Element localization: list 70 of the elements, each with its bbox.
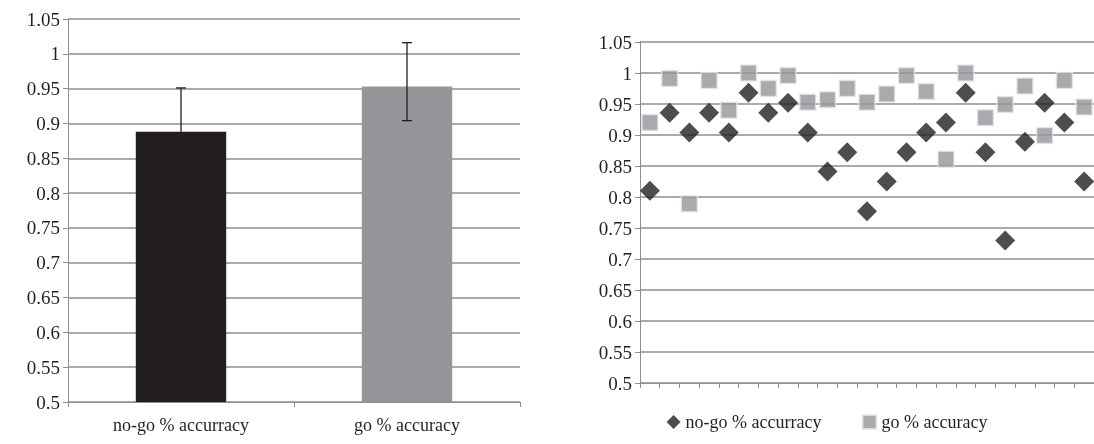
point <box>876 171 897 192</box>
point <box>1014 131 1035 152</box>
point <box>897 66 916 85</box>
y-tick-label: 0.9 <box>608 124 632 146</box>
y-tick-label: 0.5 <box>608 372 632 394</box>
y-tick-label: 0.95 <box>598 93 632 115</box>
y-tick-label: 0.85 <box>26 147 60 169</box>
y-tick-label: 1.05 <box>598 31 632 53</box>
y-tick-label: 0.55 <box>598 341 632 363</box>
point <box>996 95 1014 114</box>
point <box>837 142 858 163</box>
y-tick-label: 1.05 <box>26 8 60 30</box>
point <box>679 122 700 143</box>
point <box>680 195 699 213</box>
point <box>1034 92 1055 113</box>
point <box>858 93 876 111</box>
point <box>956 64 975 82</box>
point <box>1074 171 1094 192</box>
point <box>1054 112 1075 133</box>
point <box>817 161 838 182</box>
point <box>857 201 877 222</box>
point <box>700 71 718 90</box>
y-tick-label: 0.85 <box>598 155 632 177</box>
point <box>937 150 955 168</box>
point <box>877 85 896 103</box>
y-tick-label: 0.75 <box>598 217 632 239</box>
y-tick-label: 0.8 <box>608 186 632 208</box>
y-tick-label: 0.55 <box>26 356 60 378</box>
point <box>778 92 799 113</box>
y-tick-label: 0.7 <box>36 252 60 274</box>
y-tick-label: 0.75 <box>26 217 60 239</box>
point <box>639 180 660 201</box>
point <box>738 82 759 103</box>
point <box>758 102 779 123</box>
point <box>718 122 739 143</box>
y-tick-label: 0.6 <box>608 310 632 332</box>
point <box>759 79 778 98</box>
point <box>720 101 738 119</box>
point <box>818 90 837 109</box>
y-tick-label: 1 <box>622 62 632 84</box>
point <box>1016 77 1034 95</box>
y-tick-label: 0.7 <box>608 248 632 270</box>
point <box>739 64 758 82</box>
y-tick-label: 0.9 <box>36 112 60 134</box>
point <box>995 230 1016 251</box>
point <box>935 112 956 133</box>
point <box>799 93 817 111</box>
point <box>1075 98 1093 116</box>
point <box>955 82 976 103</box>
point <box>917 82 935 101</box>
y-tick-label: 1 <box>50 43 60 65</box>
y-tick-label: 0.65 <box>598 279 632 301</box>
y-tick-label: 0.65 <box>26 287 60 309</box>
point <box>1055 71 1074 90</box>
point <box>1035 126 1054 145</box>
point <box>660 69 679 88</box>
y-tick-label: 0.5 <box>36 391 60 413</box>
point <box>916 122 937 143</box>
point <box>797 122 818 143</box>
point <box>975 142 996 163</box>
point <box>838 79 857 98</box>
point <box>659 102 680 123</box>
point <box>641 113 659 132</box>
y-tick-label: 0.8 <box>36 182 60 204</box>
y-tick-label: 0.95 <box>26 78 60 100</box>
point <box>699 102 720 123</box>
point <box>896 142 917 163</box>
point <box>779 66 797 85</box>
y-tick-label: 0.6 <box>36 321 60 343</box>
point <box>976 108 995 127</box>
